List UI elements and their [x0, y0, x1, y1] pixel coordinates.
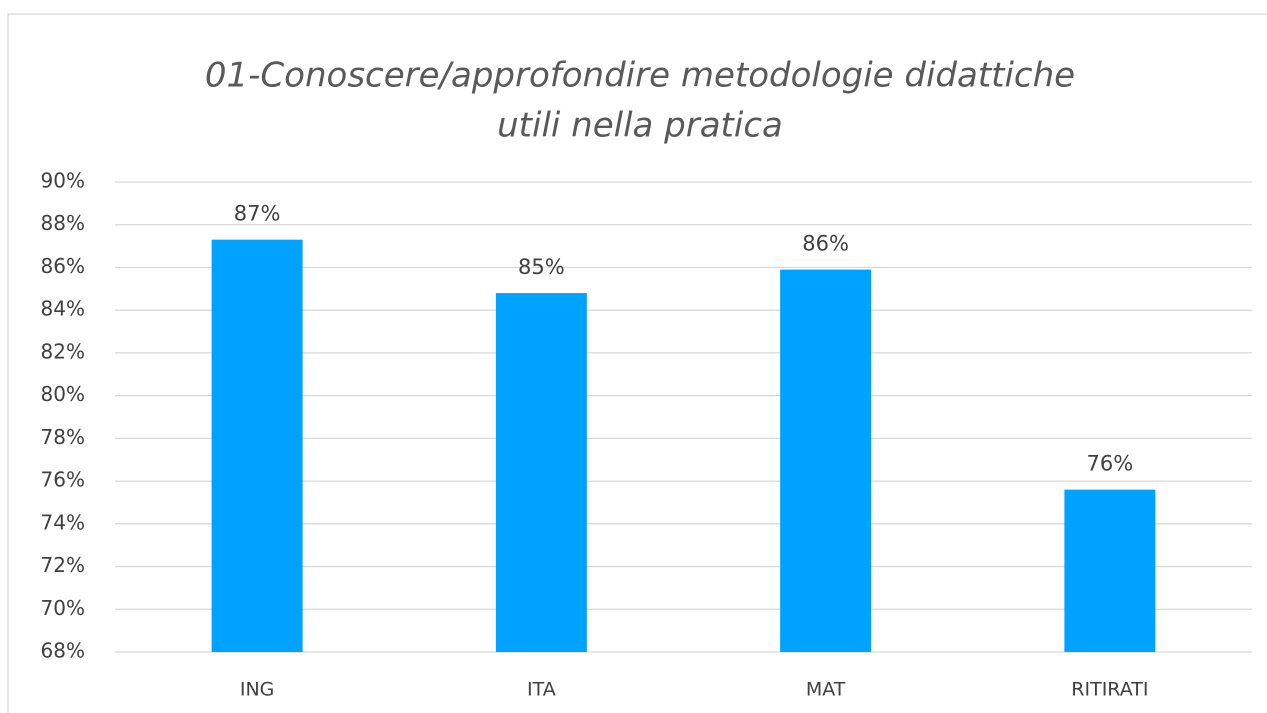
x-tick-label: ITA	[527, 679, 556, 701]
y-tick-label: 80%	[41, 382, 85, 406]
data-label: 86%	[802, 232, 849, 256]
bar	[495, 293, 587, 652]
y-tick-label: 84%	[41, 297, 85, 321]
data-label: 85%	[518, 255, 565, 279]
x-tick-label: RITIRATI	[1071, 679, 1148, 701]
y-tick-label: 76%	[41, 468, 85, 492]
y-tick-label: 82%	[41, 339, 85, 363]
y-tick-label: 72%	[41, 553, 85, 577]
y-tick-label: 74%	[41, 510, 85, 534]
x-tick-label: ING	[240, 679, 275, 701]
y-tick-label: 86%	[41, 254, 85, 278]
bar	[780, 269, 872, 652]
y-tick-label: 90%	[41, 169, 85, 193]
data-label: 87%	[234, 202, 281, 226]
x-tick-label: MAT	[806, 679, 846, 701]
y-tick-label: 68%	[41, 639, 85, 663]
data-label: 76%	[1087, 452, 1134, 476]
chart-title: 01-Conoscere/approfondire metodologie di…	[205, 56, 1075, 96]
y-tick-label: 88%	[41, 211, 85, 235]
chart-frame	[7, 13, 1267, 713]
chart-title: utili nella pratica	[497, 106, 783, 146]
bar	[1064, 489, 1156, 652]
y-tick-label: 78%	[41, 425, 85, 449]
y-tick-label: 70%	[41, 596, 85, 620]
bar	[211, 239, 303, 652]
